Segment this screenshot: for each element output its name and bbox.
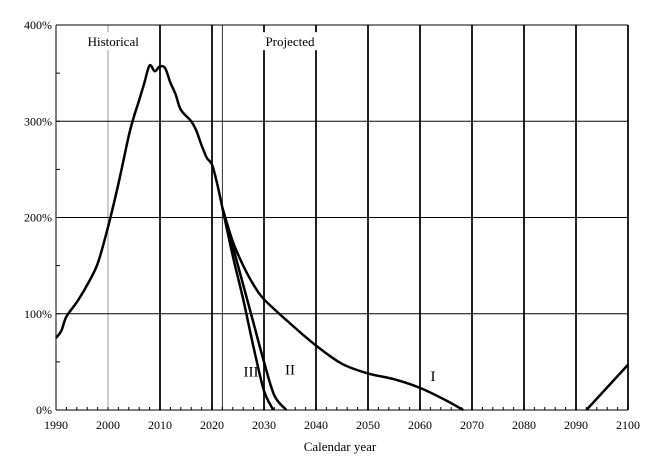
region-label: Projected [265, 34, 315, 49]
x-tick-label: 2030 [252, 418, 276, 432]
series-label: II [285, 362, 295, 378]
x-tick-label: 2070 [460, 418, 484, 432]
x-tick-label: 2050 [356, 418, 380, 432]
x-tick-label: 2000 [96, 418, 120, 432]
y-tick-label: 0% [36, 403, 52, 417]
axes: 1990 2000 2010 2020 2030 2040 2050 2060 2070 2080… [24, 18, 640, 432]
series-line-historical [55, 63, 224, 339]
x-tick-label: 2080 [512, 418, 536, 432]
x-tick-label: 2010 [148, 418, 172, 432]
y-tick-label: 200% [24, 211, 52, 225]
x-tick-label: 2090 [564, 418, 588, 432]
region-label-bg [258, 32, 322, 51]
region-label-bg [81, 32, 146, 51]
x-tick-label: 2020 [200, 418, 224, 432]
x-axis-label: Calendar year [304, 439, 377, 454]
series-line-iii [221, 207, 275, 411]
region-label: Historical [88, 34, 140, 49]
series-line-late-rise [585, 363, 629, 411]
x-tick-label: 1990 [44, 418, 68, 432]
series-line-ii [221, 207, 288, 411]
series-line-i [221, 207, 464, 412]
series-lines [55, 63, 629, 412]
series-label: I [431, 369, 436, 385]
y-tick-label: 300% [24, 114, 52, 128]
x-tick-label: 2060 [408, 418, 432, 432]
series-label: III [244, 364, 259, 380]
x-tick-label: 2040 [304, 418, 328, 432]
y-tick-label: 100% [24, 307, 52, 321]
y-tick-label: 400% [24, 18, 52, 32]
grid [56, 25, 629, 410]
x-tick-label: 2100 [616, 418, 640, 432]
